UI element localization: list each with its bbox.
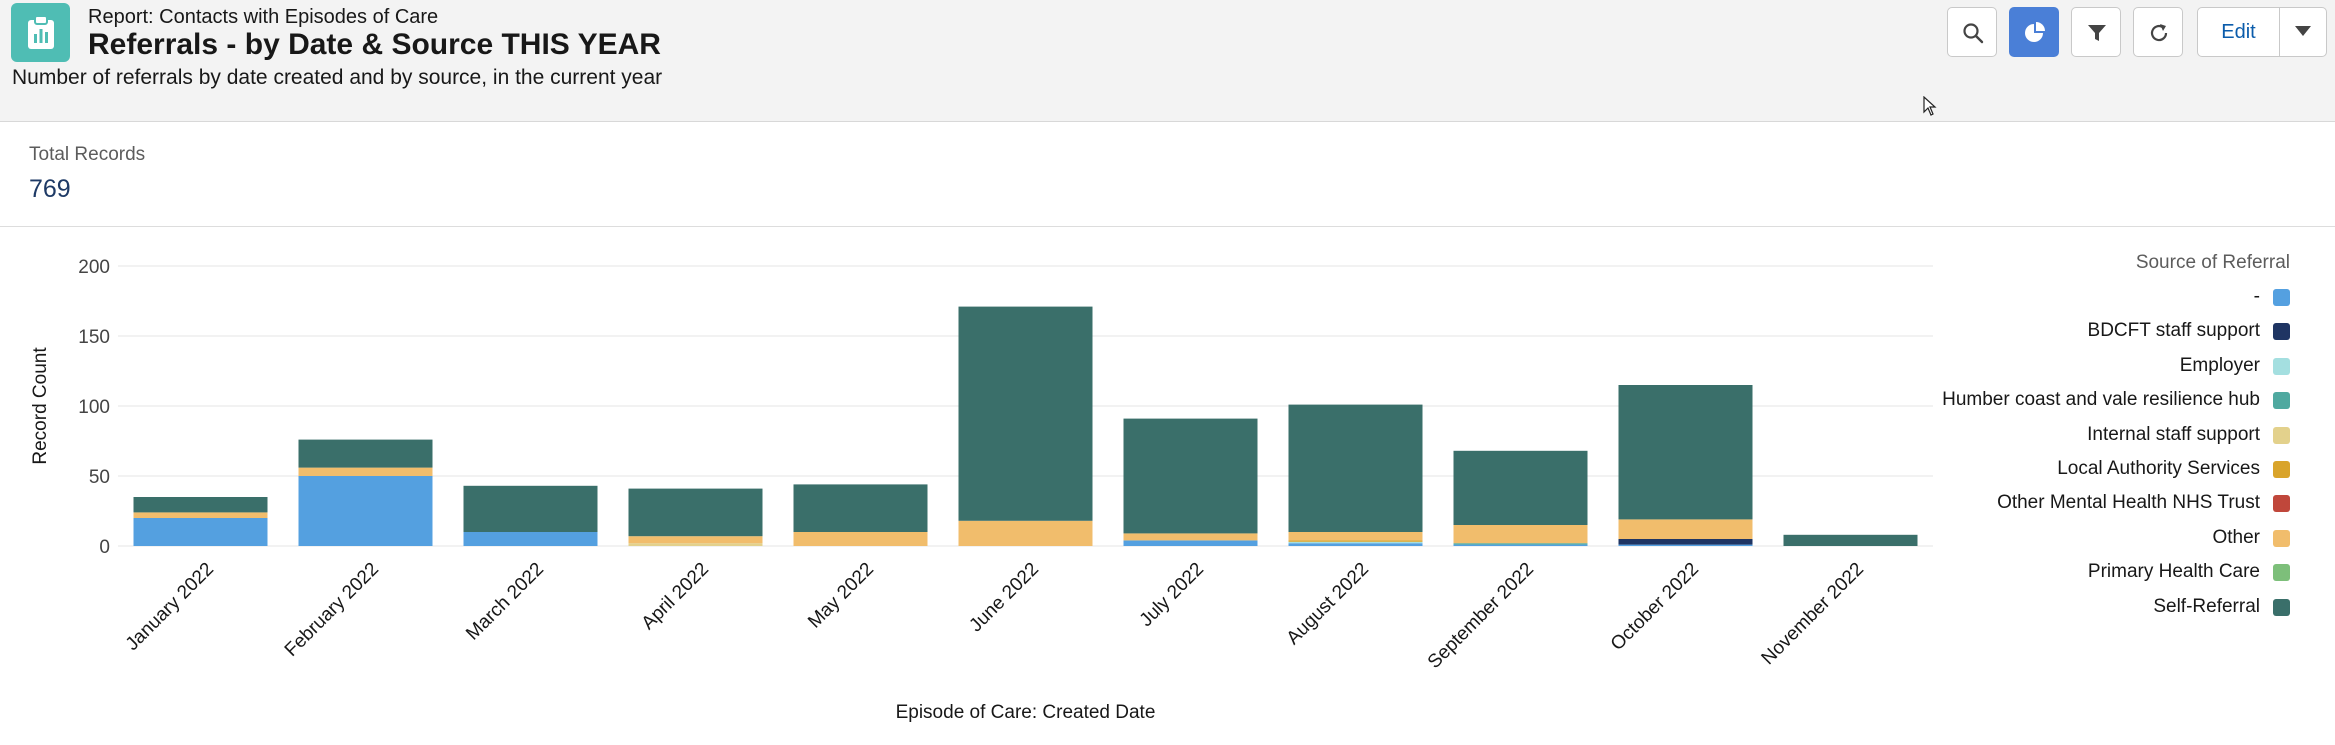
bar-segment <box>1618 539 1753 545</box>
bar-segment <box>1453 543 1588 545</box>
legend-label: Other Mental Health NHS Trust <box>1997 492 2260 514</box>
legend-swatch <box>2273 460 2290 478</box>
filter-button[interactable] <box>2071 7 2121 57</box>
legend-item[interactable]: Self-Referral <box>1930 590 2290 624</box>
x-tick-label: November 2022 <box>1758 559 1868 669</box>
x-tick-label: August 2022 <box>1283 559 1373 649</box>
bar-segment <box>1453 525 1588 544</box>
clipboard-icon <box>11 3 70 62</box>
bar-segment <box>298 467 433 476</box>
legend-label: BDCFT staff support <box>2087 320 2260 342</box>
x-tick-label: March 2022 <box>462 559 548 645</box>
search-button[interactable] <box>1947 7 1997 57</box>
legend-item[interactable]: Primary Health Care <box>1930 555 2290 589</box>
y-tick-label: 0 <box>99 537 110 558</box>
legend-label: Other <box>2212 526 2260 548</box>
bar-segment <box>1288 543 1423 546</box>
x-tick-label: July 2022 <box>1136 559 1208 631</box>
refresh-button[interactable] <box>2133 7 2183 57</box>
legend-label: Self-Referral <box>2153 595 2260 617</box>
legend-item[interactable]: Humber coast and vale resilience hub <box>1930 383 2290 417</box>
y-tick-label: 50 <box>89 467 110 488</box>
x-tick-label: January 2022 <box>122 559 218 655</box>
legend-swatch <box>2273 495 2290 513</box>
legend-item[interactable]: BDCFT staff support <box>1930 314 2290 348</box>
legend-item[interactable]: Local Authority Services <box>1930 452 2290 486</box>
bar-segment <box>628 536 763 544</box>
legend-swatch <box>2273 392 2290 410</box>
total-records-label: Total Records <box>29 144 146 165</box>
bar-segment <box>463 485 598 532</box>
y-tick-label: 150 <box>78 327 110 348</box>
bar-segment <box>1123 540 1258 546</box>
x-tick-label: February 2022 <box>281 559 383 661</box>
legend-item[interactable]: Other Mental Health NHS Trust <box>1930 486 2290 520</box>
legend-label: Internal staff support <box>2087 423 2260 445</box>
legend-swatch <box>2273 323 2290 341</box>
legend-item[interactable]: Other <box>1930 521 2290 555</box>
more-actions-button[interactable] <box>2280 8 2326 56</box>
bar-segment <box>1783 534 1918 546</box>
bar-segment <box>133 512 268 518</box>
bar-segment <box>1288 541 1423 544</box>
bar-segment <box>1123 418 1258 534</box>
bar-segment <box>463 532 598 546</box>
legend-swatch <box>2273 529 2290 547</box>
legend-item[interactable]: Employer <box>1930 349 2290 383</box>
bar-segment <box>133 518 268 546</box>
bar-segment <box>1453 544 1588 546</box>
bar-segment <box>793 484 928 532</box>
y-tick-label: 200 <box>78 257 110 278</box>
legend-label: Humber coast and vale resilience hub <box>1942 389 2260 411</box>
bar-segment <box>1618 385 1753 520</box>
bar-segment <box>298 439 433 468</box>
bar-segment <box>1618 519 1753 539</box>
chart-toggle-button[interactable] <box>2009 7 2059 57</box>
edit-button-group: Edit <box>2197 7 2327 57</box>
total-records-value: 769 <box>29 175 71 203</box>
legend-swatch <box>2273 289 2290 306</box>
bar-segment <box>628 543 763 546</box>
x-tick-label: May 2022 <box>804 559 878 633</box>
legend-swatch <box>2273 426 2290 444</box>
bar-segment <box>958 520 1093 546</box>
page-title: Referrals - by Date & Source THIS YEAR <box>88 28 661 61</box>
x-tick-label: October 2022 <box>1607 559 1703 655</box>
legend-label: Local Authority Services <box>2057 457 2260 479</box>
report-description: Number of referrals by date created and … <box>12 66 663 89</box>
bar-segment <box>628 488 763 537</box>
x-tick-label: April 2022 <box>638 559 713 634</box>
bar-segment <box>1288 404 1423 532</box>
summary-panel: Total Records 769 <box>0 122 2335 227</box>
stacked-bar-chart: 0 50 100 150 200 Record Count January 2022 Febr… <box>30 257 1933 723</box>
bar-segment <box>958 306 1093 521</box>
legend-swatch <box>2273 357 2290 375</box>
legend-item[interactable]: Internal staff support <box>1930 418 2290 452</box>
edit-button[interactable]: Edit <box>2198 8 2280 56</box>
mouse-cursor-icon <box>1923 95 1937 121</box>
chart-legend: Source of Referral - BDCFT staff support E… <box>1930 252 2290 624</box>
bar-segment <box>133 497 268 513</box>
bar-segment <box>1123 533 1258 541</box>
y-tick-label: 100 <box>78 397 110 418</box>
legend-item[interactable]: - <box>1930 280 2290 314</box>
x-axis-label: Episode of Care: Created Date <box>896 702 1156 723</box>
legend-title: Source of Referral <box>2135 252 2290 273</box>
bar-segment <box>298 476 433 546</box>
x-tick-label: June 2022 <box>965 559 1043 637</box>
legend-label: - <box>2253 286 2260 307</box>
bar-segment <box>1288 532 1423 541</box>
bar-segment <box>1288 540 1423 542</box>
legend-label: Primary Health Care <box>2087 561 2260 583</box>
bar-segment <box>793 532 928 546</box>
legend-label: Employer <box>2179 354 2260 376</box>
report-header: Report: Contacts with Episodes of Care R… <box>0 0 2335 122</box>
legend-swatch <box>2273 598 2290 616</box>
x-tick-label: September 2022 <box>1424 559 1538 673</box>
bar-segment <box>1618 544 1753 546</box>
legend-swatch <box>2273 564 2290 582</box>
bar-segment <box>1453 450 1588 525</box>
y-axis-label: Record Count <box>30 347 51 465</box>
report-type-label: Report: Contacts with Episodes of Care <box>88 6 439 28</box>
